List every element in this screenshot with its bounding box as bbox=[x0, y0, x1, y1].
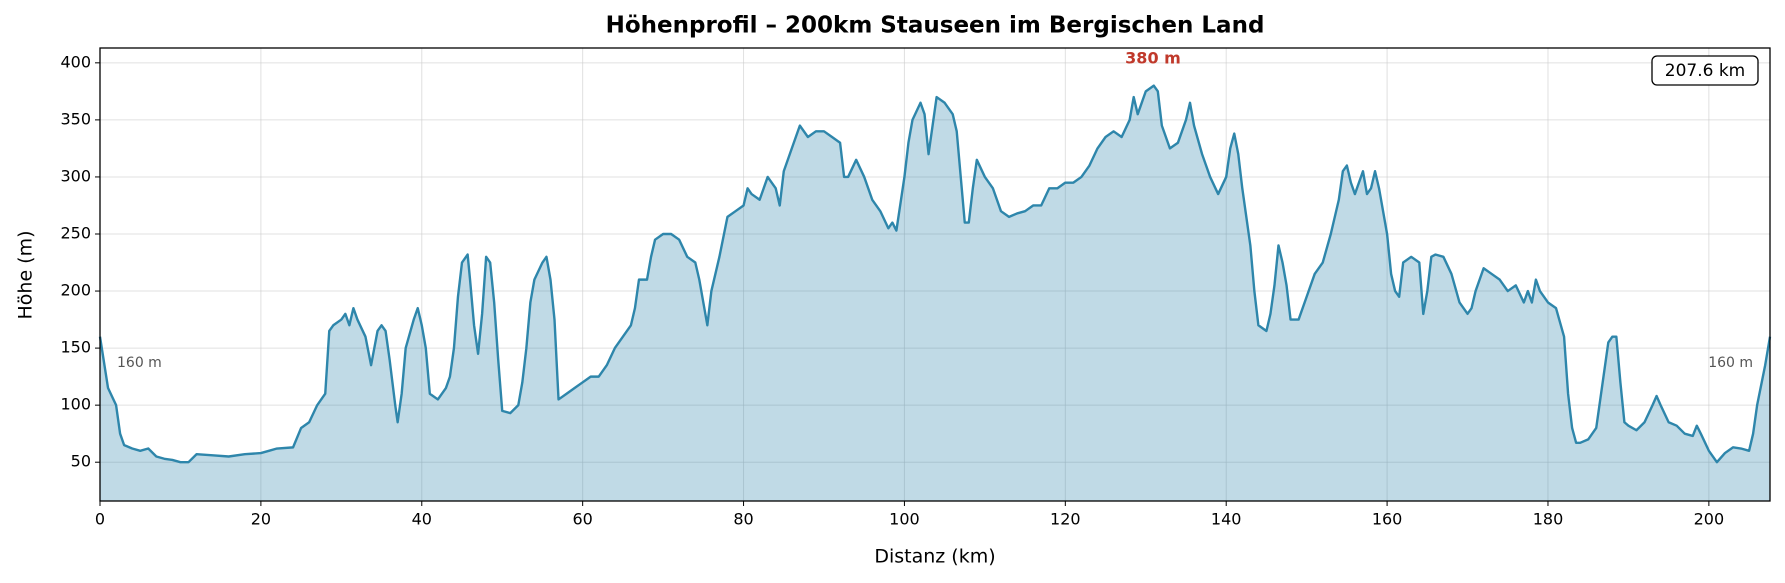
x-tick-label: 40 bbox=[412, 510, 432, 529]
y-tick-label: 150 bbox=[60, 338, 91, 357]
x-tick-label: 200 bbox=[1694, 510, 1725, 529]
x-tick-label: 0 bbox=[95, 510, 105, 529]
y-tick-label: 350 bbox=[60, 109, 91, 128]
y-axis-label: Höhe (m) bbox=[15, 230, 37, 319]
x-tick-label: 80 bbox=[733, 510, 753, 529]
x-axis-label: Distanz (km) bbox=[874, 546, 995, 568]
x-tick-label: 160 bbox=[1372, 510, 1403, 529]
distance-box bbox=[1651, 55, 1759, 86]
x-tick-label: 120 bbox=[1050, 510, 1081, 529]
max-annotation: 380 m bbox=[1125, 49, 1181, 68]
y-tick-label: 200 bbox=[60, 281, 91, 300]
y-tick-label: 300 bbox=[60, 166, 91, 185]
end-annotation: 160 m bbox=[1708, 355, 1753, 371]
x-tick-label: 100 bbox=[889, 510, 920, 529]
y-tick-label: 50 bbox=[71, 452, 91, 471]
start-annotation: 160 m bbox=[117, 355, 162, 371]
distance-annotation: 207.6 km bbox=[1665, 61, 1745, 81]
plot-area: 50 100 150 200 250 300 350 400 0 20 40 60 80 100 120 14… bbox=[60, 47, 1772, 529]
x-tick-label: 180 bbox=[1533, 510, 1564, 529]
chart-title: Höhenprofil – 200km Stauseen im Bergisch… bbox=[606, 13, 1265, 39]
y-tick-label: 100 bbox=[60, 395, 91, 414]
x-tick-label: 140 bbox=[1211, 510, 1242, 529]
x-tick-label: 60 bbox=[572, 510, 592, 529]
x-tick-label: 20 bbox=[251, 510, 271, 529]
elevation-line bbox=[98, 84, 1772, 464]
plot-frame bbox=[99, 47, 1771, 502]
y-tick-label: 250 bbox=[60, 223, 91, 242]
y-tick-label: 400 bbox=[60, 52, 91, 71]
